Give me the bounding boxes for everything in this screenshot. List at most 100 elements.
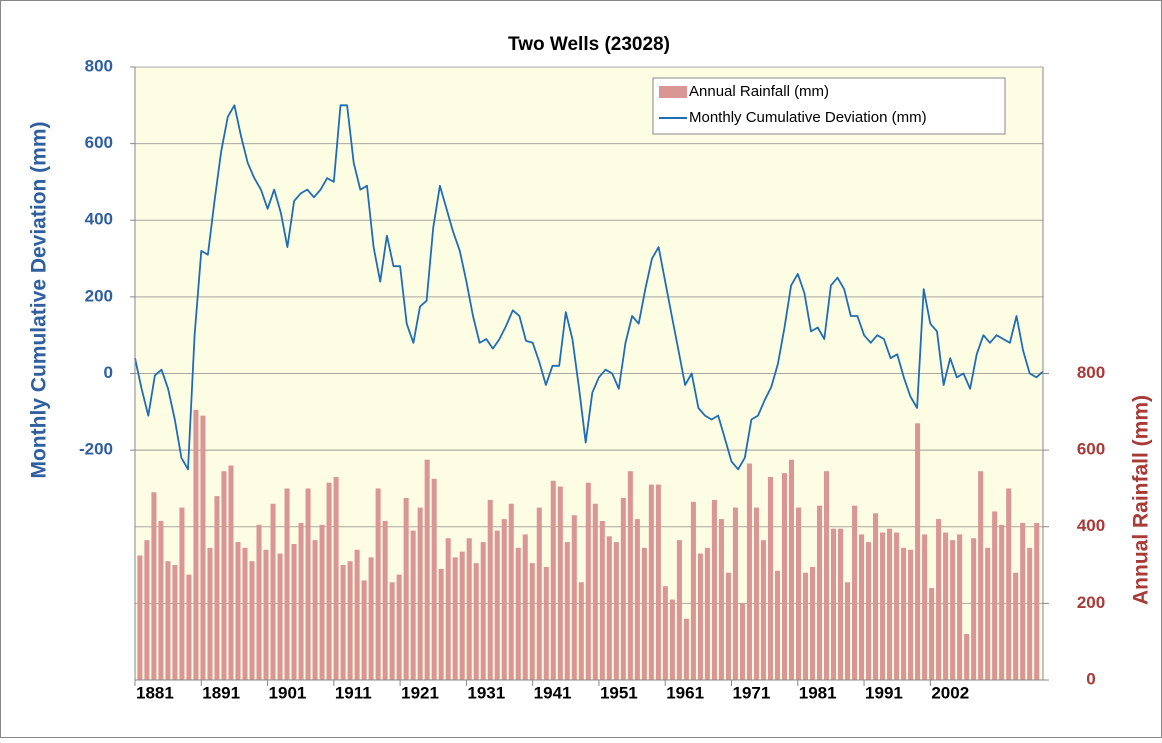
bar (725, 572, 731, 680)
x-tick-label: 1961 (666, 683, 704, 702)
bar (936, 519, 942, 680)
bar (473, 563, 479, 680)
bar (186, 574, 192, 680)
bar (704, 547, 710, 680)
bar (207, 547, 213, 680)
bar (929, 588, 935, 680)
bar (964, 634, 970, 680)
x-tick-label: 1971 (732, 683, 770, 702)
bar (1034, 522, 1040, 680)
bars (137, 409, 1040, 680)
y-tick-label: -200 (79, 440, 113, 459)
bar (697, 553, 703, 680)
bar (606, 536, 612, 680)
bar (1020, 522, 1026, 680)
bar (999, 524, 1005, 680)
bar (809, 566, 816, 680)
bar (950, 540, 956, 680)
bar (915, 423, 921, 680)
bar (438, 568, 444, 680)
y-tick-label: 200 (85, 286, 113, 305)
bar (592, 503, 598, 680)
y2-tick-label: 600 (1077, 440, 1105, 459)
bar (837, 528, 844, 680)
bar (823, 471, 830, 680)
bar (957, 534, 963, 680)
bar (866, 542, 872, 680)
bar (571, 515, 577, 680)
bar (887, 528, 893, 680)
bar (564, 542, 570, 680)
bar (193, 409, 199, 680)
x-tick-label: 1951 (600, 683, 638, 702)
bar (403, 498, 409, 680)
bar (1013, 572, 1019, 680)
bar (242, 547, 248, 680)
bar (536, 507, 542, 680)
bar (424, 459, 430, 680)
bar (144, 540, 150, 680)
bar (270, 503, 276, 680)
bar (277, 553, 283, 680)
y2-tick-label: 0 (1086, 669, 1095, 688)
bar (613, 542, 619, 680)
legend: Annual Rainfall (mm) Monthly Cumulative D… (652, 77, 1006, 135)
bar (774, 570, 780, 680)
bar (515, 547, 521, 680)
bar (830, 528, 837, 680)
bar (179, 507, 185, 680)
y2-tick-label: 200 (1077, 593, 1105, 612)
bar (333, 476, 339, 680)
bar (326, 482, 332, 680)
bar (522, 534, 528, 680)
bar (795, 507, 802, 680)
x-tick-label: 1991 (865, 683, 903, 702)
bar (662, 586, 668, 680)
bar (578, 582, 584, 680)
legend-box (652, 77, 1006, 135)
bar (880, 532, 886, 680)
bar (627, 471, 633, 680)
bar (221, 471, 227, 680)
bar (319, 524, 325, 680)
y-tick-label: 600 (85, 133, 113, 152)
bar (859, 534, 865, 680)
bar (985, 547, 991, 680)
bar (494, 530, 500, 680)
bar (382, 521, 388, 680)
bar (978, 471, 984, 680)
bar (249, 561, 255, 680)
bar (298, 522, 304, 680)
bar (151, 492, 157, 680)
y-tick-label: 800 (85, 56, 113, 75)
bar (389, 582, 395, 680)
bar (508, 503, 514, 680)
bar (466, 538, 472, 680)
bar (873, 513, 879, 680)
bar (305, 488, 311, 680)
bar (354, 549, 360, 680)
bar (760, 540, 766, 680)
bar (417, 507, 423, 680)
bar (340, 565, 346, 680)
bar (214, 496, 220, 680)
bar (683, 618, 689, 680)
bar (676, 540, 682, 680)
bar (291, 543, 297, 680)
bar (669, 599, 675, 680)
x-tick-label: 2002 (931, 683, 969, 702)
axes: -200 0 200 400 600 800 0 200 400 600 800 1881 1891 19… (79, 56, 1105, 702)
bar (718, 519, 724, 680)
bar (655, 484, 661, 680)
bar (816, 505, 823, 680)
bar (235, 542, 241, 680)
bar (137, 555, 143, 680)
bar (172, 565, 178, 680)
bar (943, 532, 949, 680)
bar (459, 551, 465, 680)
bar (739, 603, 745, 680)
legend-label: Monthly Cumulative Deviation (mm) (689, 109, 927, 126)
y-axis-label: Monthly Cumulative Deviation (mm) (28, 121, 51, 478)
bar (634, 519, 640, 680)
